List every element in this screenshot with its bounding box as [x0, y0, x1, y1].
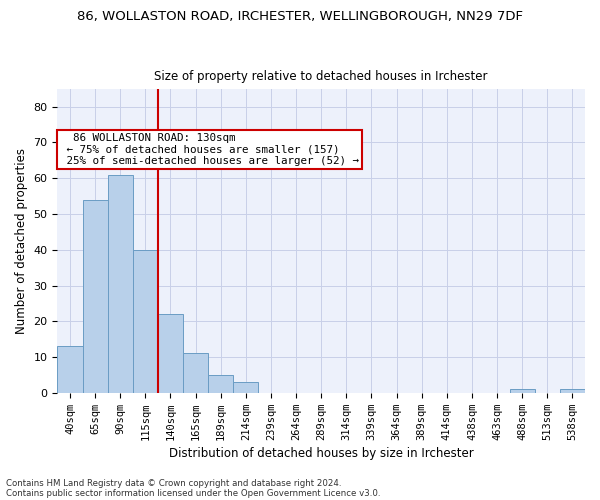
Y-axis label: Number of detached properties: Number of detached properties [15, 148, 28, 334]
Bar [233, 382, 259, 393]
Bar [107, 174, 133, 393]
Text: Contains HM Land Registry data © Crown copyright and database right 2024.: Contains HM Land Registry data © Crown c… [6, 478, 341, 488]
Title: Size of property relative to detached houses in Irchester: Size of property relative to detached ho… [154, 70, 488, 84]
Bar [83, 200, 107, 393]
Text: 86, WOLLASTON ROAD, IRCHESTER, WELLINGBOROUGH, NN29 7DF: 86, WOLLASTON ROAD, IRCHESTER, WELLINGBO… [77, 10, 523, 23]
Text: Contains public sector information licensed under the Open Government Licence v3: Contains public sector information licen… [6, 488, 380, 498]
Bar [208, 375, 233, 393]
Text: 86 WOLLASTON ROAD: 130sqm  
 ← 75% of detached houses are smaller (157)
 25% of : 86 WOLLASTON ROAD: 130sqm ← 75% of detac… [60, 133, 359, 166]
X-axis label: Distribution of detached houses by size in Irchester: Distribution of detached houses by size … [169, 447, 473, 460]
Bar [133, 250, 158, 393]
Bar [158, 314, 183, 393]
Bar [183, 354, 208, 393]
Bar [509, 390, 535, 393]
Bar [560, 390, 585, 393]
Bar [58, 346, 83, 393]
